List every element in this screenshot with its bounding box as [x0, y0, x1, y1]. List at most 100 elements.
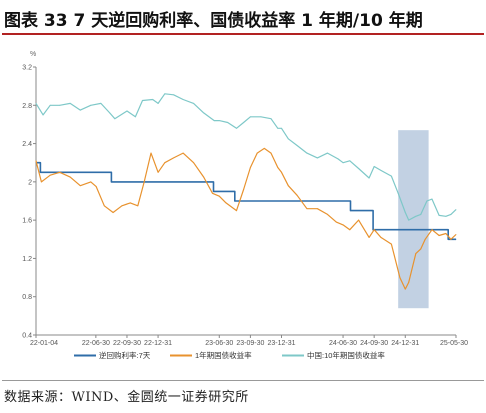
data-point: [358, 167, 360, 169]
y-tick-label: 0.4: [22, 333, 32, 340]
data-point: [59, 171, 61, 173]
data-point: [218, 195, 220, 197]
page-title: 图表 33 7 天逆回购利率、国债收益率 1 年期/10 年期: [4, 11, 423, 31]
data-point: [95, 186, 97, 188]
data-point: [349, 229, 351, 231]
data-point: [326, 152, 328, 154]
data-point: [408, 281, 410, 283]
data-point: [447, 238, 449, 240]
data-point: [193, 102, 195, 104]
data-point: [380, 236, 382, 238]
data-point: [49, 104, 51, 106]
data-point: [445, 215, 447, 217]
data-point: [225, 202, 227, 204]
data-point: [438, 214, 440, 216]
data-point: [134, 116, 136, 118]
data-point: [390, 175, 392, 177]
data-point: [49, 174, 51, 176]
y-tick-label: 1.2: [22, 256, 32, 263]
data-point: [349, 160, 351, 162]
x-tick-label: 22-06-30: [82, 340, 110, 347]
data-point: [193, 162, 195, 164]
data-point: [173, 94, 175, 96]
data-point: [316, 208, 318, 210]
data-point: [424, 238, 426, 240]
data-point: [126, 110, 128, 112]
data-point: [450, 213, 452, 215]
x-tick-label: 22-01-04: [30, 340, 58, 347]
data-point: [236, 210, 238, 212]
data-point: [112, 211, 114, 213]
data-point: [316, 157, 318, 159]
legend-label: 中国:10年期国债收益率: [307, 350, 385, 360]
data-point: [152, 99, 154, 101]
source-note: 数据来源：WIND、金圆统一证券研究所: [4, 390, 249, 405]
data-point: [256, 152, 258, 154]
data-point: [90, 104, 92, 106]
footer-divider: [2, 380, 484, 381]
y-tick-label: 2: [28, 179, 32, 186]
y-tick-label: 0.8: [22, 294, 32, 301]
data-point: [114, 118, 116, 120]
data-point: [157, 171, 159, 173]
data-point: [373, 166, 375, 168]
data-point: [287, 138, 289, 140]
data-point: [326, 213, 328, 215]
data-point: [438, 234, 440, 236]
data-point: [270, 118, 272, 120]
data-point: [287, 185, 289, 187]
y-tick-label: 2.8: [22, 103, 32, 110]
data-point: [450, 238, 452, 240]
data-point: [397, 192, 399, 194]
data-point: [212, 192, 214, 194]
data-point: [40, 181, 42, 183]
data-point: [415, 253, 417, 255]
data-point: [59, 104, 61, 106]
x-tick-label: 25-05-30: [440, 340, 468, 347]
data-point: [236, 127, 238, 129]
data-point: [390, 243, 392, 245]
data-point: [296, 144, 298, 146]
data-point: [306, 152, 308, 154]
data-point: [277, 167, 279, 168]
data-point: [404, 211, 406, 213]
data-point: [420, 213, 422, 215]
x-tick-label: 24-09-30: [360, 340, 388, 347]
data-point: [234, 200, 236, 202]
data-point: [445, 233, 447, 235]
data-point: [157, 102, 159, 104]
legend: 逆回购利率:7天 1年期国债收益率 中国:10年期国债收益率: [74, 350, 385, 360]
data-point: [277, 127, 279, 129]
data-point: [203, 176, 205, 178]
title-divider: [2, 33, 484, 35]
data-point: [121, 205, 123, 207]
data-point: [368, 236, 370, 238]
data-point: [103, 205, 105, 207]
x-tick-label: 22-12-31: [144, 340, 172, 347]
y-tick-label: 2.4: [22, 141, 32, 148]
repo-7d-series: [36, 161, 456, 241]
data-point: [213, 190, 215, 192]
data-point: [164, 93, 166, 95]
data-point: [110, 181, 112, 183]
data-point: [404, 288, 406, 290]
data-point: [415, 215, 417, 217]
data-point: [455, 234, 457, 235]
x-tick-label: 23-12-31: [267, 340, 295, 347]
data-point: [368, 177, 370, 179]
y-tick-label: 1.6: [22, 218, 32, 225]
axes: 0.40.81.21.622.42.83.222-01-04 22-06-30 22…: [22, 65, 468, 348]
data-point: [263, 147, 265, 149]
data-point: [35, 160, 37, 162]
data-point: [281, 171, 283, 173]
data-point: [380, 169, 382, 171]
data-point: [137, 205, 139, 207]
data-point: [337, 158, 339, 160]
x-tick-label: 23-09-30: [236, 340, 264, 347]
x-tick-label: 22-09-30: [113, 340, 141, 347]
data-point: [455, 209, 457, 211]
data-point: [203, 112, 205, 114]
data-point: [335, 221, 337, 223]
data-point: [358, 219, 360, 221]
highlight-band-layer: [398, 130, 429, 309]
